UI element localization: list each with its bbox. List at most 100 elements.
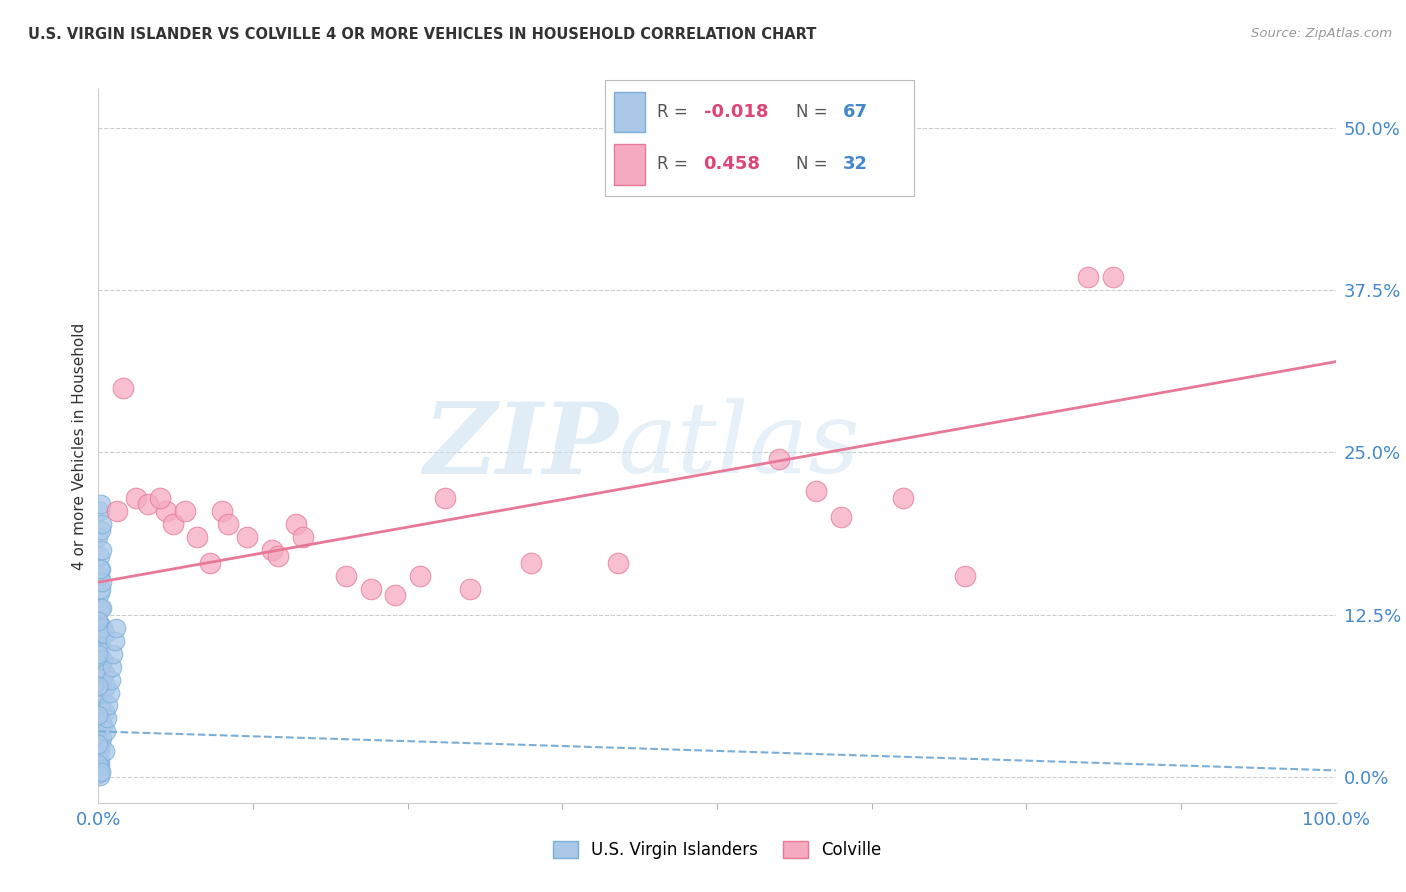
Point	[211, 504, 233, 518]
Point	[89, 715, 111, 730]
Point	[87, 679, 110, 693]
Point	[93, 718, 115, 732]
Point	[89, 650, 111, 665]
Point	[409, 568, 432, 582]
Point	[91, 627, 114, 641]
Point	[89, 754, 111, 768]
Point	[93, 653, 115, 667]
Point	[89, 764, 111, 778]
Point	[830, 510, 852, 524]
Point	[186, 530, 208, 544]
Point	[384, 588, 406, 602]
Point	[90, 601, 112, 615]
Point	[87, 530, 110, 544]
Point	[89, 759, 111, 773]
Y-axis label: 4 or more Vehicles in Household: 4 or more Vehicles in Household	[72, 322, 87, 570]
Point	[103, 647, 125, 661]
Point	[1102, 270, 1125, 285]
Point	[90, 698, 112, 713]
Point	[87, 614, 110, 628]
Text: R =: R =	[657, 103, 688, 120]
Point	[101, 659, 124, 673]
Point	[89, 766, 111, 780]
Point	[335, 568, 357, 582]
Point	[953, 568, 976, 582]
Point	[93, 744, 115, 758]
Bar	[614, 92, 645, 132]
Text: Source: ZipAtlas.com: Source: ZipAtlas.com	[1251, 27, 1392, 40]
Point	[90, 497, 112, 511]
Point	[89, 585, 111, 599]
Point	[90, 659, 112, 673]
Point	[89, 633, 111, 648]
Point	[93, 627, 115, 641]
Point	[91, 679, 114, 693]
Point	[97, 698, 120, 713]
Point	[89, 562, 111, 576]
Point	[291, 530, 314, 544]
Point	[260, 542, 283, 557]
Legend: U.S. Virgin Islanders, Colville: U.S. Virgin Islanders, Colville	[546, 834, 889, 866]
Point	[90, 679, 112, 693]
Point	[89, 768, 111, 782]
Point	[90, 718, 112, 732]
Point	[607, 556, 630, 570]
Point	[124, 491, 146, 505]
Text: atlas: atlas	[619, 399, 860, 493]
Point	[155, 504, 177, 518]
Text: -0.018: -0.018	[703, 103, 768, 120]
Point	[267, 549, 290, 564]
Point	[94, 679, 117, 693]
Point	[804, 484, 827, 499]
Point	[89, 685, 111, 699]
Point	[236, 530, 259, 544]
Point	[91, 601, 114, 615]
Point	[87, 647, 110, 661]
Point	[87, 707, 110, 722]
Point	[98, 685, 121, 699]
Point	[90, 562, 112, 576]
Point	[136, 497, 159, 511]
Point	[93, 705, 115, 719]
Point	[149, 491, 172, 505]
Point	[87, 724, 110, 739]
Text: R =: R =	[657, 155, 688, 173]
Point	[87, 756, 110, 771]
Point	[94, 724, 117, 739]
Text: 0.458: 0.458	[703, 155, 761, 173]
Point	[891, 491, 914, 505]
Point	[90, 582, 112, 596]
Point	[93, 666, 115, 681]
Point	[103, 633, 125, 648]
Point	[91, 575, 114, 590]
Point	[768, 452, 790, 467]
Point	[105, 504, 128, 518]
Point	[104, 621, 127, 635]
Point	[89, 601, 111, 615]
Point	[100, 673, 122, 687]
Text: U.S. VIRGIN ISLANDER VS COLVILLE 4 OR MORE VEHICLES IN HOUSEHOLD CORRELATION CHA: U.S. VIRGIN ISLANDER VS COLVILLE 4 OR MO…	[28, 27, 817, 42]
Point	[91, 542, 114, 557]
Point	[89, 668, 111, 682]
Point	[91, 516, 114, 531]
Point	[91, 653, 114, 667]
Point	[217, 516, 239, 531]
Point	[458, 582, 481, 596]
Point	[89, 744, 111, 758]
Point	[198, 556, 221, 570]
Point	[1077, 270, 1099, 285]
Text: N =: N =	[796, 103, 828, 120]
Point	[360, 582, 382, 596]
Point	[520, 556, 543, 570]
Point	[89, 504, 111, 518]
Point	[90, 524, 112, 538]
Point	[87, 738, 110, 752]
Text: 32: 32	[842, 155, 868, 173]
Point	[90, 738, 112, 752]
Point	[112, 381, 135, 395]
Point	[87, 767, 110, 781]
Point	[89, 616, 111, 631]
Point	[89, 568, 111, 582]
Text: 67: 67	[842, 103, 868, 120]
Point	[90, 640, 112, 654]
